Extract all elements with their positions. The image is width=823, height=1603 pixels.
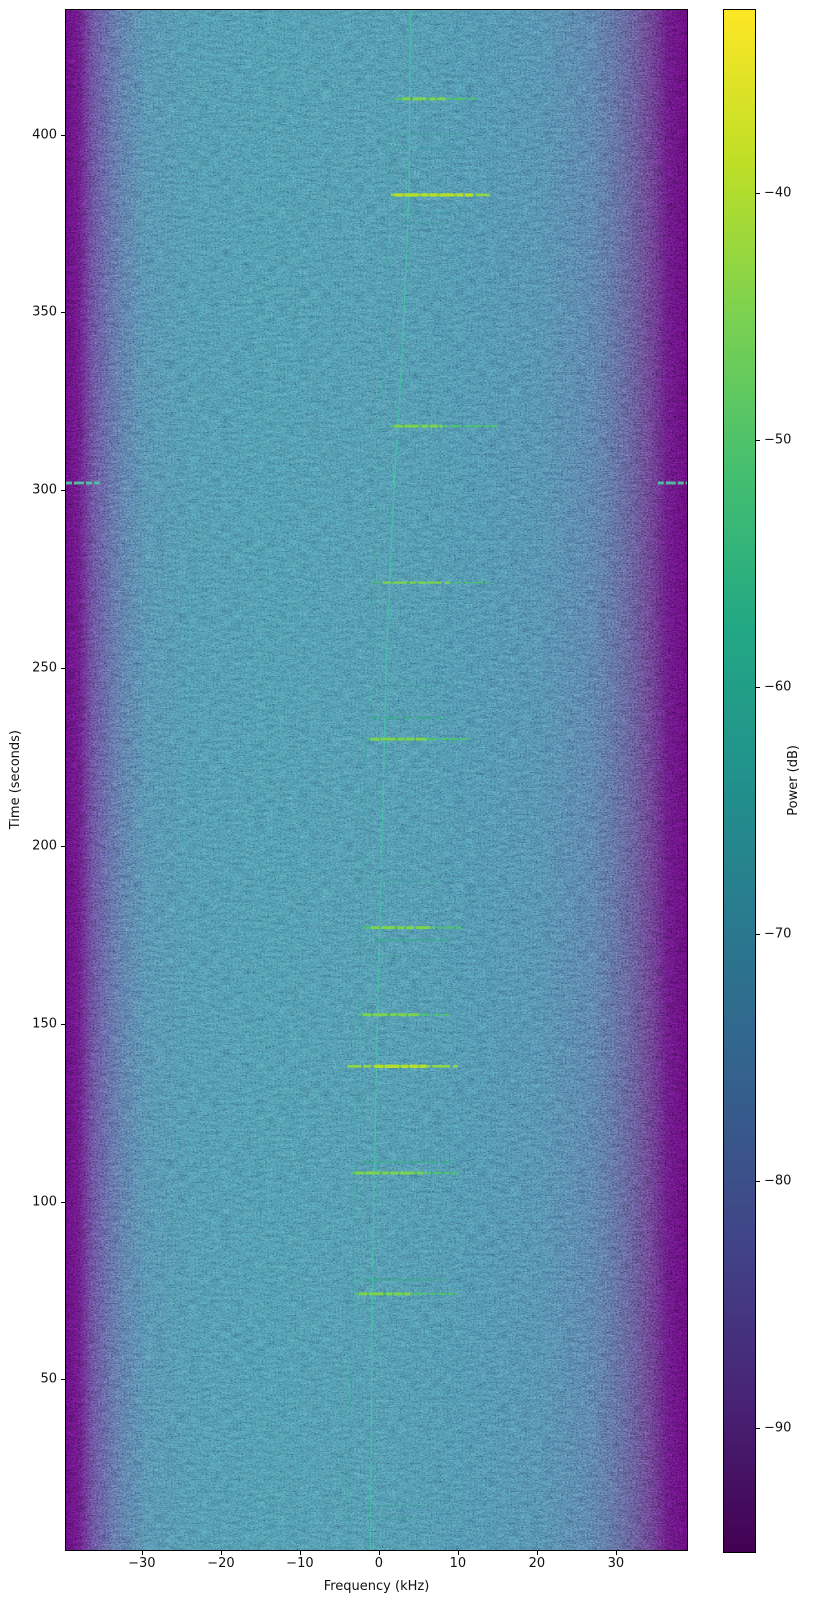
y-tick-label: 350 [32,304,57,320]
x-tick-label: 30 [607,1556,625,1571]
colorbar-tick-mark [756,192,760,194]
x-tick-label: 20 [528,1556,546,1571]
y-tick-mark [61,1379,65,1381]
y-tick-label: 100 [32,1194,57,1209]
y-axis-label-wrap: Time (seconds) [8,9,23,1551]
y-tick-mark [61,490,65,492]
spectrogram-image [66,10,687,1550]
colorbar-tick-label: −90 [764,1420,792,1436]
y-tick-label: 50 [40,1371,57,1387]
y-tick-label: 300 [32,482,57,498]
y-tick-label: 150 [32,1016,57,1032]
y-tick-label: 400 [32,127,57,142]
colorbar-label-wrap: Power (dB) [786,9,801,1551]
speckle-noise-coarse [66,10,687,1550]
y-tick-mark [61,312,65,314]
y-tick-mark [61,668,65,669]
x-tick-mark [615,1551,617,1555]
colorbar-label: Power (dB) [786,744,801,816]
y-tick-mark [61,134,65,136]
carrier-main [369,10,412,1550]
x-tick-mark [536,1551,538,1555]
y-tick-label: 200 [32,838,57,854]
y-tick-mark [61,1201,65,1203]
colorbar-tick-label: −40 [764,185,792,201]
x-tick-mark [378,1551,380,1555]
x-tick-label: 10 [449,1556,467,1571]
x-axis-label: Frequency (kHz) [323,1579,430,1594]
x-tick-label: −20 [207,1556,235,1571]
faint-drift-streaks [138,10,208,1344]
x-tick-label: 0 [374,1556,384,1571]
colorbar-tick-mark [756,440,760,441]
colorbar-tick-mark [756,934,760,936]
x-tick-mark [299,1551,301,1555]
x-tick-label: −30 [128,1556,156,1571]
colorbar-tick-label: −70 [764,926,792,942]
x-tick-label: −10 [286,1556,314,1571]
colorbar-tick-label: −80 [764,1173,792,1189]
y-tick-label: 250 [32,660,57,676]
x-tick-mark [457,1551,459,1555]
x-axis-label-wrap: Frequency (kHz) [66,1575,687,1594]
y-axis-label: Time (seconds) [8,730,23,830]
x-tick-mark [141,1551,143,1555]
carrier-secondary [346,10,391,1550]
colorbar [723,9,756,1553]
colorbar-tick-mark [756,1181,760,1183]
carrier-lines [346,10,412,1550]
spectrogram-axes [65,9,688,1551]
y-tick-mark [61,1023,65,1025]
x-tick-mark [220,1551,222,1555]
colorbar-tick-mark [756,687,760,689]
colorbar-tick-label: −50 [764,432,792,448]
y-tick-mark [61,845,65,847]
colorbar-tick-label: −60 [764,679,792,695]
colorbar-gradient [724,10,755,1552]
burst-events [66,97,687,1519]
colorbar-tick-mark [756,1428,760,1430]
